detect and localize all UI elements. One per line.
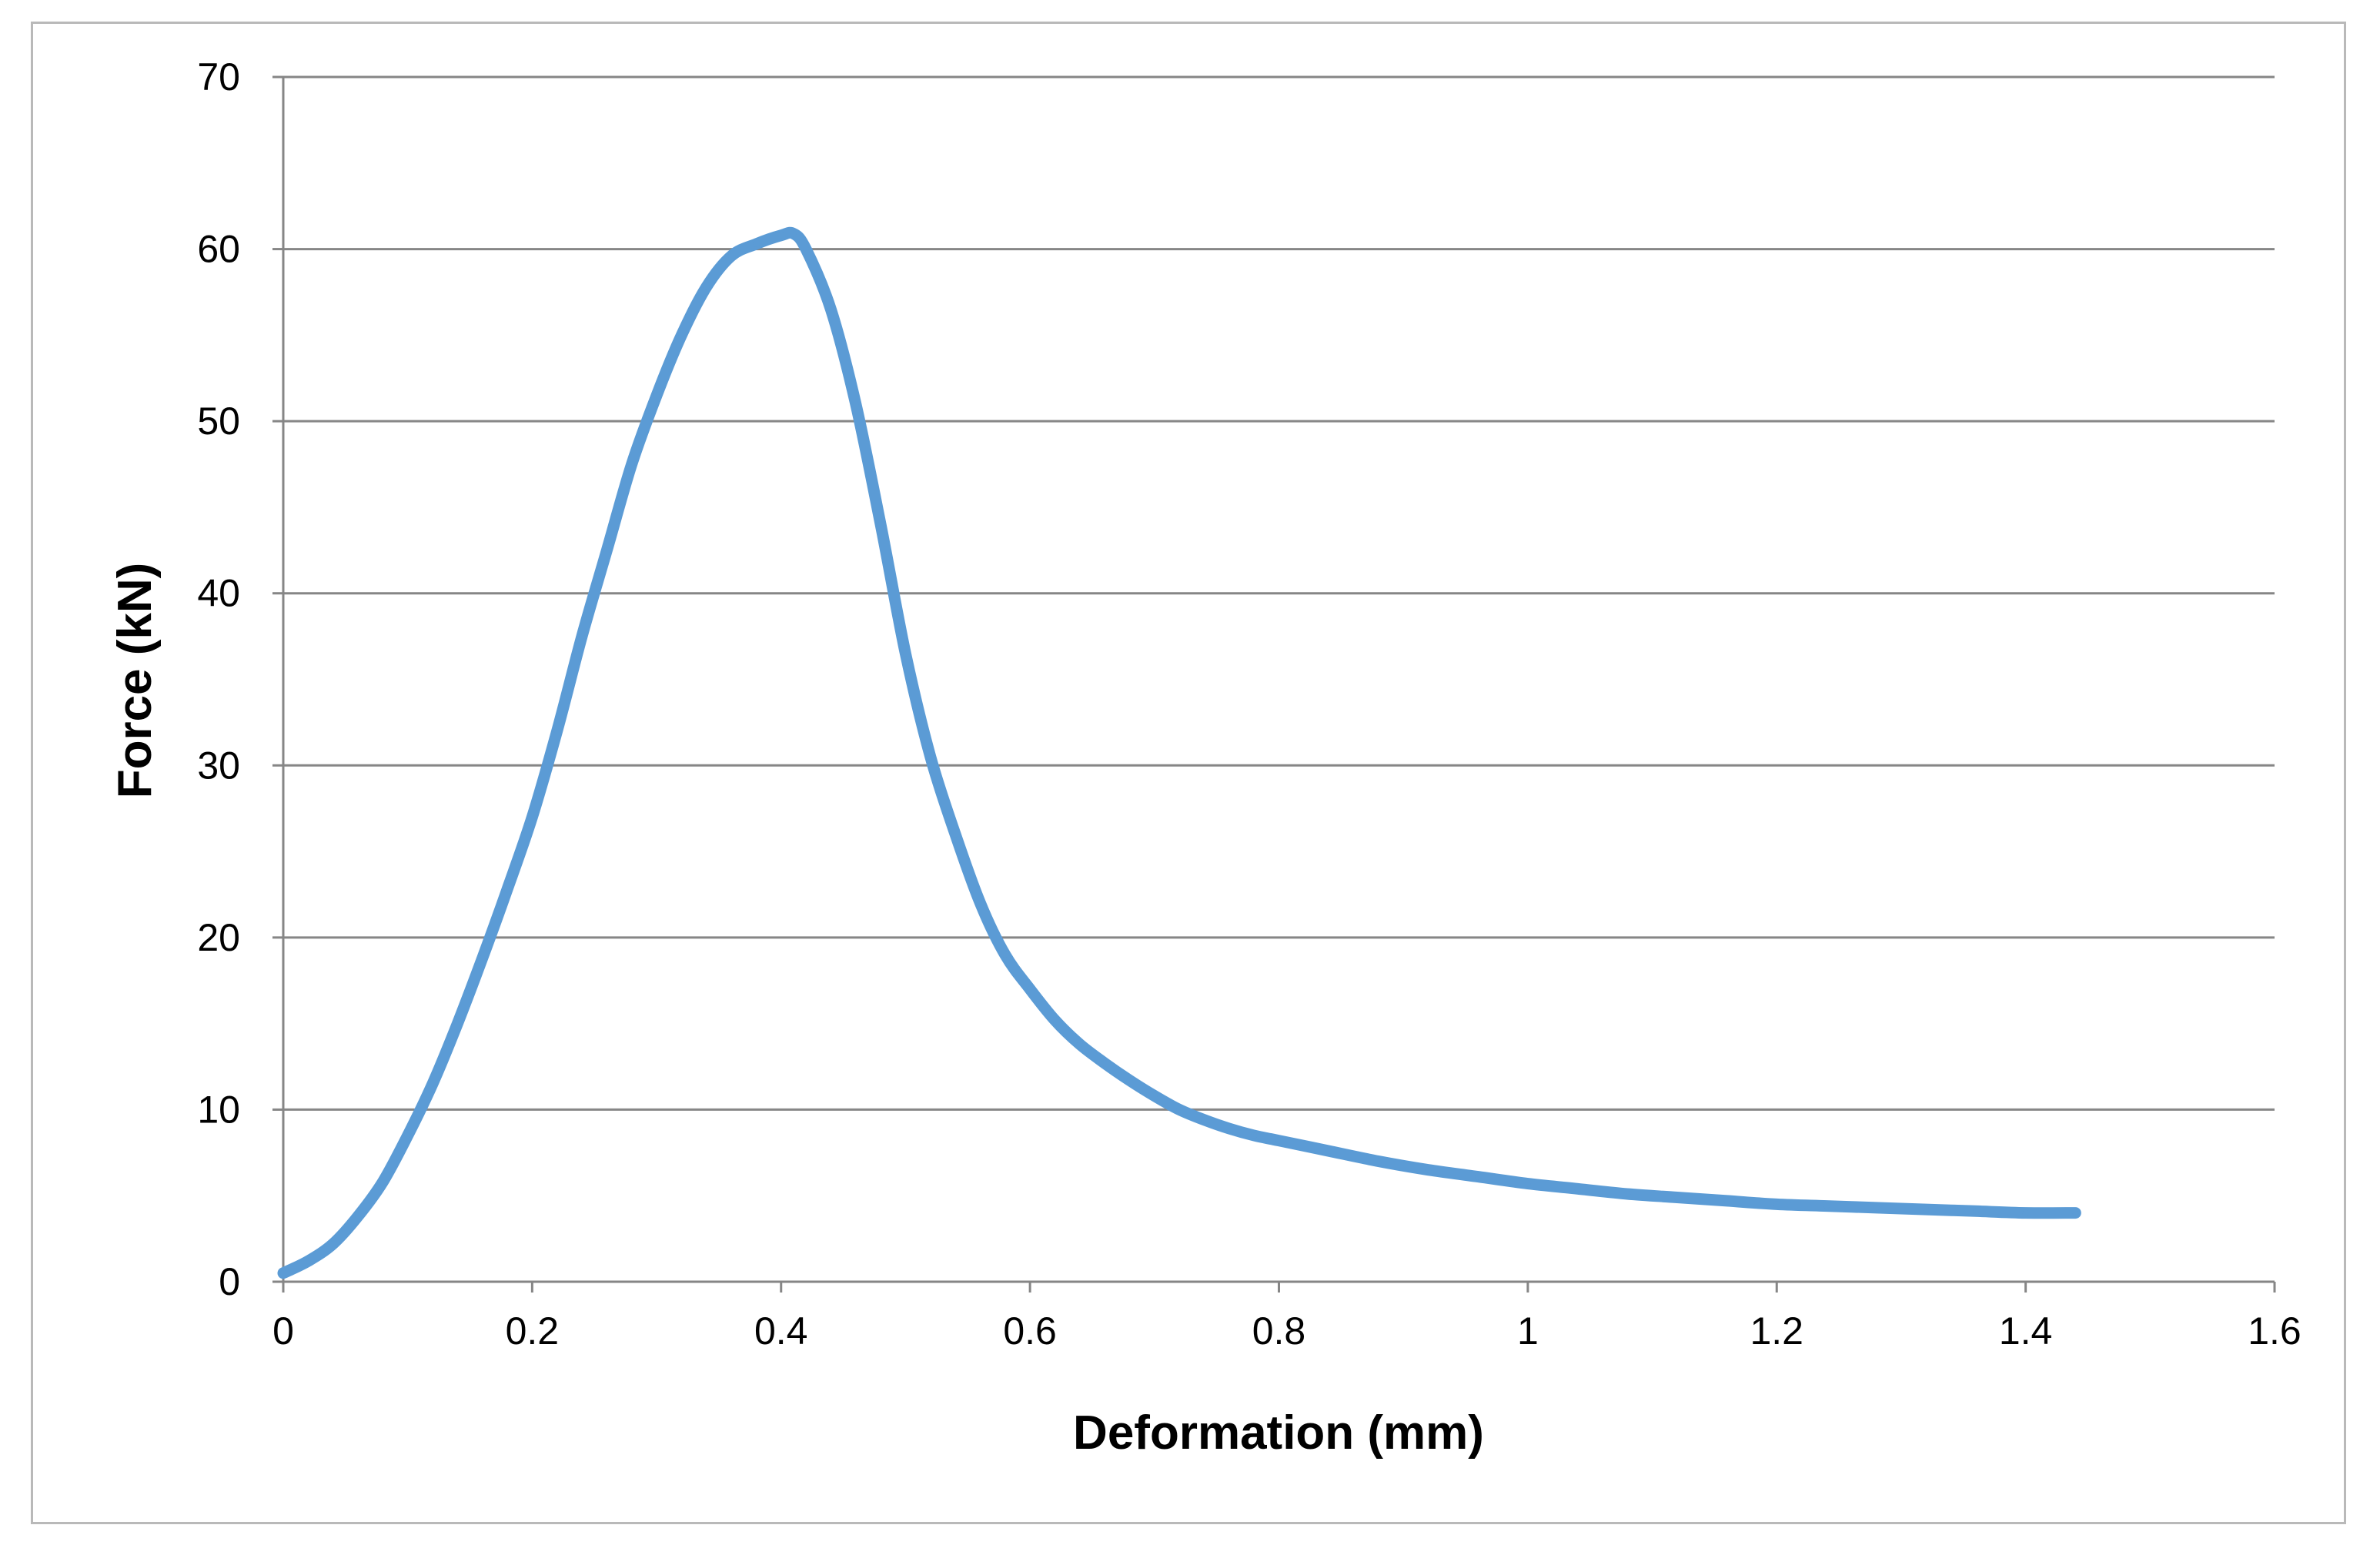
- data-point: [553, 727, 560, 734]
- data-point: [703, 283, 710, 290]
- data-point: [479, 955, 486, 961]
- data-point: [1201, 1116, 1208, 1123]
- data-point: [430, 1080, 436, 1087]
- data-point: [1624, 1190, 1631, 1197]
- data-point: [1251, 1132, 1258, 1139]
- y-tick-label: 70: [197, 55, 240, 99]
- data-point: [1475, 1173, 1482, 1180]
- data-point: [1723, 1197, 1730, 1204]
- data-point: [1001, 951, 1008, 958]
- data-point: [305, 1258, 312, 1265]
- data-point: [877, 521, 884, 528]
- x-tick-label: 0: [272, 1309, 294, 1353]
- data-point: [1425, 1166, 1432, 1173]
- data-point: [2072, 1209, 2079, 1216]
- data-point: [329, 1240, 336, 1247]
- data-point: [1823, 1202, 1830, 1209]
- x-tick-label: 0.6: [1003, 1309, 1057, 1353]
- x-tick-label: 1.4: [1999, 1309, 2053, 1353]
- x-tick-label: 0.4: [754, 1309, 808, 1353]
- data-point: [504, 886, 511, 893]
- data-point: [529, 814, 536, 821]
- y-tick-label: 40: [197, 572, 240, 615]
- data-point: [1027, 985, 1034, 992]
- data-point: [728, 252, 735, 259]
- axes: [282, 77, 2275, 1283]
- data-point: [454, 1020, 461, 1027]
- data-point: [852, 400, 859, 407]
- data-point: [1051, 1017, 1058, 1024]
- series-layer: [277, 226, 2081, 1279]
- data-point: [1225, 1125, 1232, 1132]
- x-axis-title: Deformation (mm): [1073, 1406, 1484, 1460]
- data-point: [753, 240, 760, 247]
- data-point: [579, 633, 586, 640]
- data-point: [1275, 1137, 1282, 1144]
- data-point: [280, 1269, 286, 1276]
- data-point: [1325, 1148, 1332, 1155]
- tick-labels: 0 10 20 30 40 50 60 70 0 0.2 0.4 0.6 0.8 1 1.2 1.4 1.6: [197, 55, 2301, 1353]
- y-tick-label: 0: [219, 1260, 240, 1303]
- data-point: [1375, 1158, 1382, 1165]
- y-axis-title: Force (kN): [109, 563, 162, 799]
- data-point: [1673, 1194, 1680, 1201]
- y-tick-label: 30: [197, 744, 240, 787]
- data-point: [1126, 1077, 1133, 1084]
- data-point: [1923, 1206, 1930, 1213]
- data-point: [1574, 1186, 1581, 1192]
- series-line-0: [277, 226, 2081, 1279]
- data-point: [1524, 1180, 1531, 1187]
- data-point: [603, 547, 610, 553]
- data-point: [827, 306, 834, 313]
- data-point: [977, 900, 984, 907]
- data-point: [790, 230, 797, 237]
- data-point: [404, 1132, 411, 1139]
- data-point: [355, 1213, 362, 1220]
- data-point: [1176, 1106, 1183, 1113]
- data-point: [1151, 1092, 1158, 1099]
- data-point: [379, 1179, 386, 1186]
- chart-frame: [31, 22, 2346, 1524]
- data-point: [653, 392, 660, 399]
- x-tick-label: 0.8: [1252, 1309, 1306, 1353]
- x-tick-label: 1: [1517, 1309, 1539, 1353]
- data-point: [803, 246, 810, 252]
- x-tick-label: 1.6: [2248, 1309, 2301, 1353]
- y-tick-label: 60: [197, 228, 240, 271]
- y-tick-label: 50: [197, 400, 240, 443]
- data-point: [678, 332, 685, 339]
- data-point: [927, 754, 934, 761]
- data-point: [777, 232, 784, 239]
- x-tick-label: 0.2: [506, 1309, 560, 1353]
- data-point: [1101, 1060, 1108, 1067]
- data-point: [1972, 1208, 1979, 1215]
- data-point: [1773, 1201, 1780, 1208]
- data-point: [2022, 1209, 2029, 1216]
- data-point: [952, 831, 959, 838]
- data-point: [628, 461, 635, 468]
- data-point: [902, 650, 909, 657]
- data-point: [1873, 1204, 1880, 1211]
- y-tick-label: 10: [197, 1088, 240, 1131]
- x-tick-label: 1.2: [1750, 1309, 1803, 1353]
- y-tick-label: 20: [197, 916, 240, 959]
- gridlines: [283, 75, 2275, 1111]
- data-point: [1076, 1041, 1083, 1048]
